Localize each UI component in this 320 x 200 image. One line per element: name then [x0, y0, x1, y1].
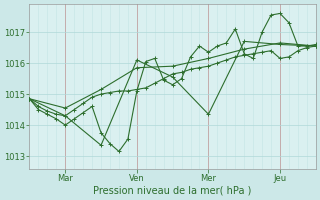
X-axis label: Pression niveau de la mer( hPa ): Pression niveau de la mer( hPa ) — [93, 186, 252, 196]
